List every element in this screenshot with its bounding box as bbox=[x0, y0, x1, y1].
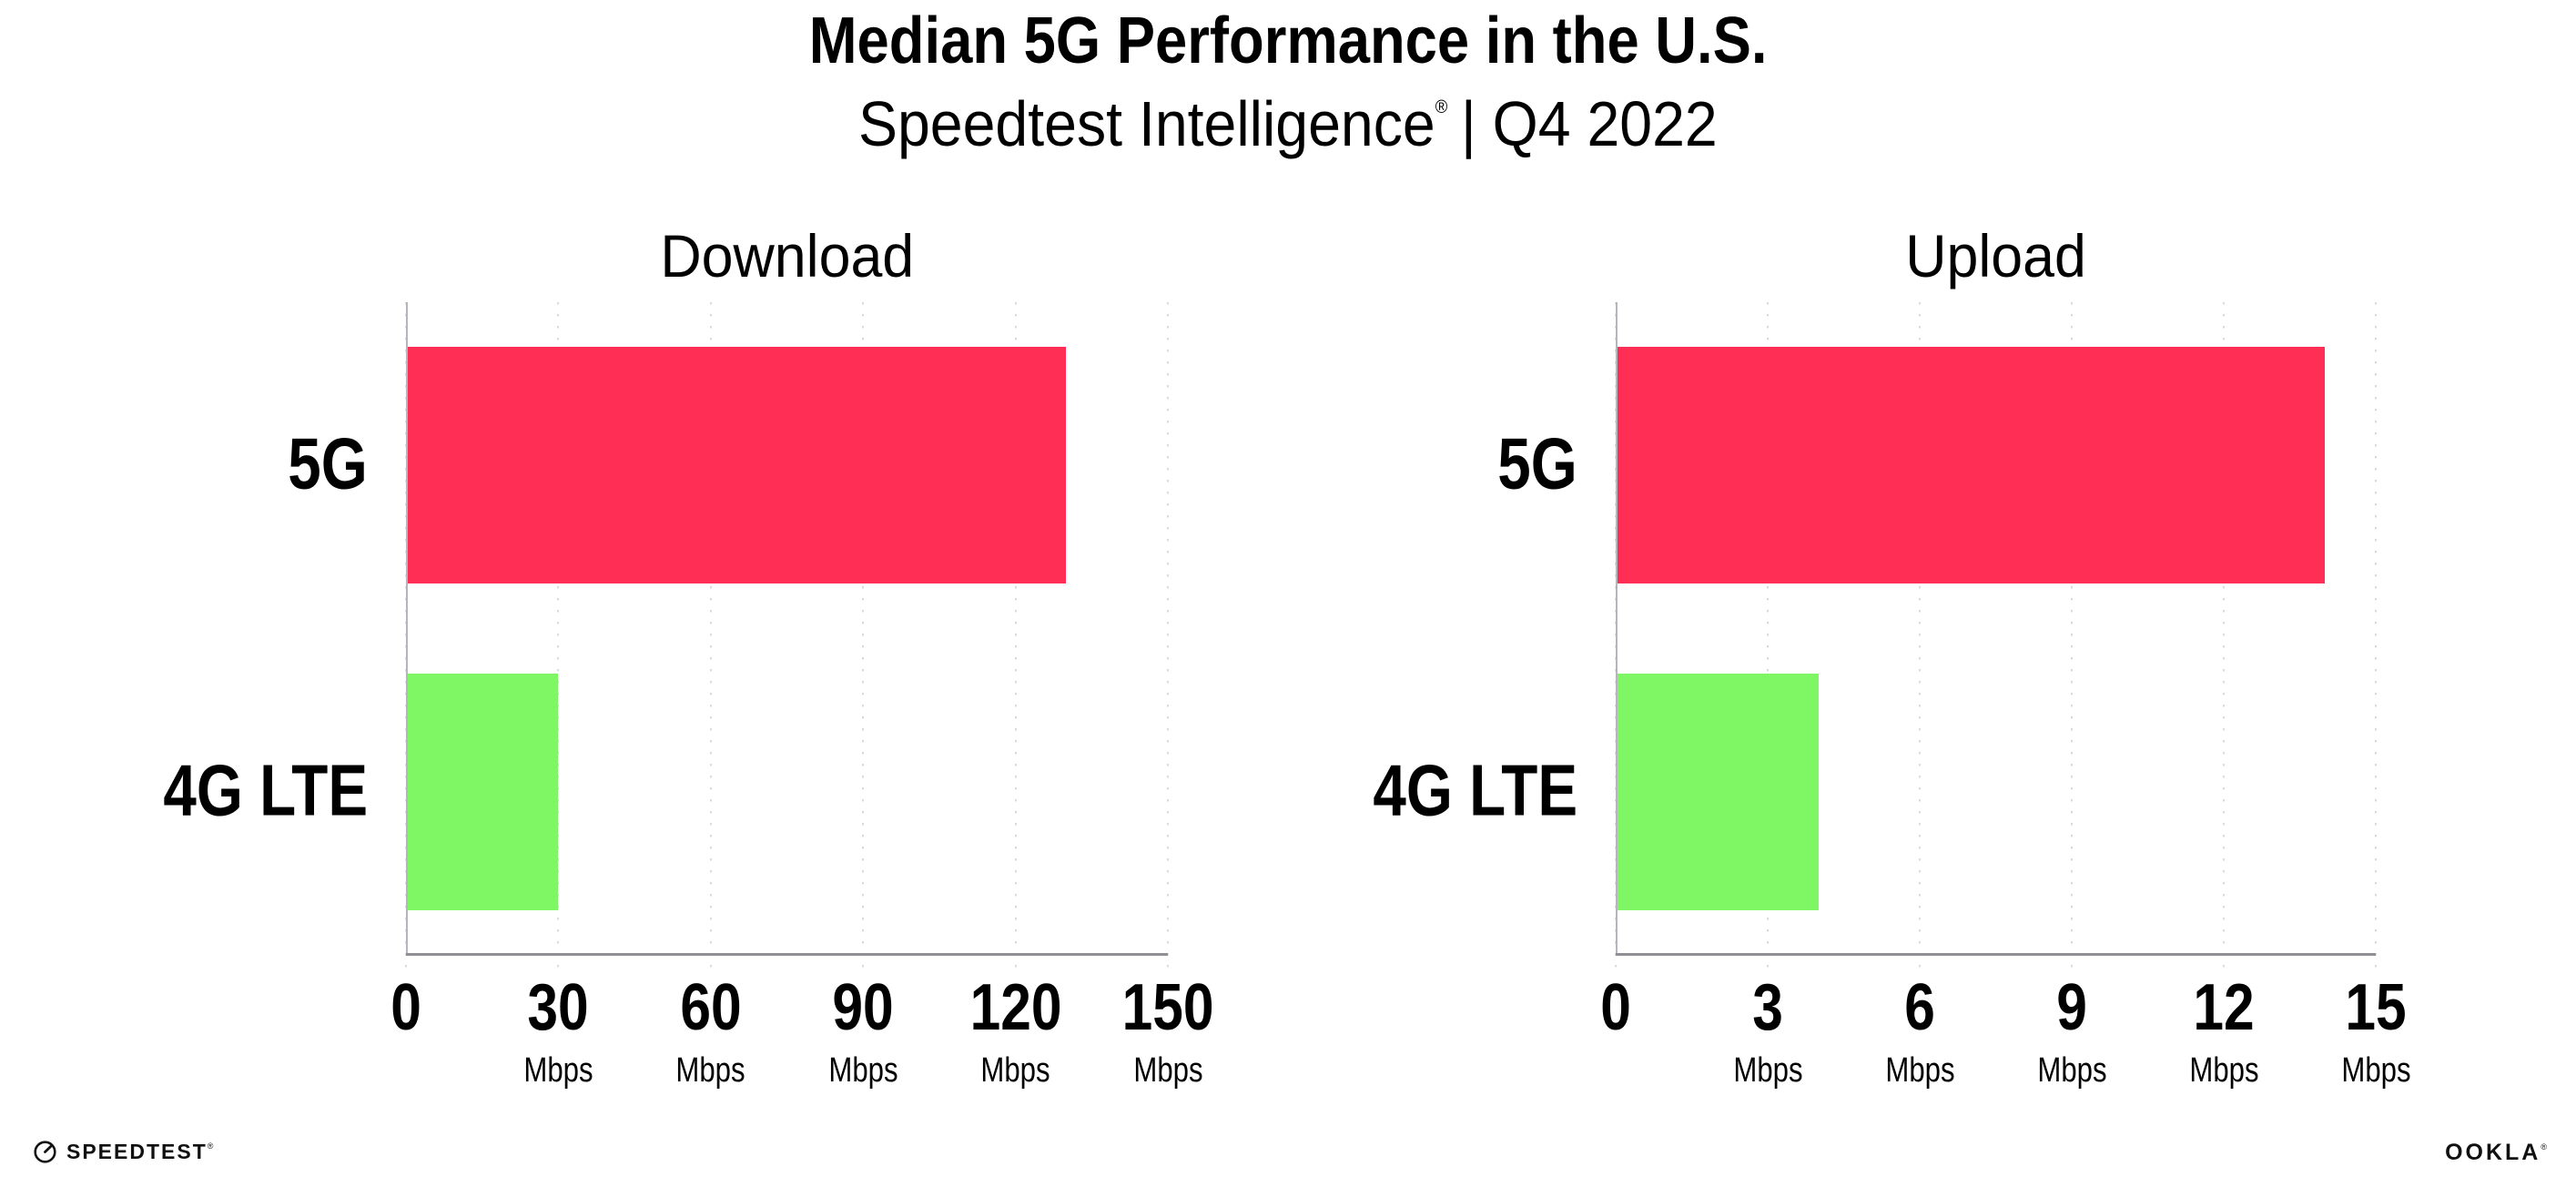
x-tick-unit: Mbps bbox=[1132, 1051, 1203, 1090]
x-tick-unit: Mbps bbox=[2340, 1051, 2411, 1090]
ookla-logo: OOKLA® bbox=[2445, 1141, 2547, 1164]
speedtest-logo: SPEEDTEST® bbox=[33, 1140, 213, 1164]
x-tick-value: 150 bbox=[1121, 971, 1214, 1044]
x-tick-value: 0 bbox=[390, 971, 421, 1044]
x-tick-unit: Mbps bbox=[1732, 1051, 1803, 1090]
gridline bbox=[2375, 302, 2377, 969]
gauge-icon bbox=[34, 1141, 56, 1163]
x-axis-line bbox=[1616, 953, 2376, 956]
x-tick-value: 30 bbox=[527, 971, 590, 1044]
category-label-4g-lte: 4G LTE bbox=[1373, 749, 1577, 831]
x-tick-value: 3 bbox=[1752, 971, 1783, 1044]
bar-5g bbox=[408, 347, 1067, 584]
download-chart: Download 5G 4G LTE 0 30 Mbps 60 Mbps 90 Mbps 120… bbox=[163, 226, 1213, 1088]
page-title-text: Median 5G Performance in the U.S. bbox=[808, 5, 1768, 77]
bar-4g-lte bbox=[1618, 673, 1819, 910]
x-tick-unit: Mbps bbox=[828, 1051, 898, 1090]
gridline bbox=[1919, 302, 1921, 969]
download-chart-title: Download bbox=[660, 222, 914, 289]
gridline bbox=[862, 302, 865, 969]
x-tick-value: 6 bbox=[1904, 971, 1935, 1044]
x-tick-value: 90 bbox=[832, 971, 894, 1044]
upload-plot-area bbox=[1615, 302, 2377, 969]
speedtest-wordmark: SPEEDTEST® bbox=[66, 1140, 214, 1163]
subtitle-brand: Speedtest Intelligence bbox=[858, 88, 1435, 159]
category-label-5g: 5G bbox=[1497, 422, 1577, 504]
download-plot-area bbox=[405, 302, 1169, 969]
category-label-5g: 5G bbox=[288, 422, 368, 504]
gridline bbox=[709, 302, 712, 969]
x-tick-value: 15 bbox=[2345, 971, 2407, 1044]
registered-mark: ® bbox=[207, 1141, 214, 1151]
x-tick-unit: Mbps bbox=[980, 1051, 1050, 1090]
x-tick-unit: Mbps bbox=[2036, 1051, 2107, 1090]
x-tick-value: 12 bbox=[2193, 971, 2255, 1044]
y-axis-line bbox=[1616, 302, 1618, 955]
registered-mark: ® bbox=[1435, 97, 1448, 117]
x-tick-value: 0 bbox=[1600, 971, 1631, 1044]
x-tick-unit: Mbps bbox=[1884, 1051, 1955, 1090]
y-axis-line bbox=[406, 302, 408, 955]
gridline bbox=[1014, 302, 1017, 969]
upload-chart: Upload 5G 4G LTE 0 3 Mbps 6 Mbps 9 Mbps 12 Mbps 15… bbox=[1373, 226, 2410, 1088]
page-title: Median 5G Performance in the U.S. bbox=[0, 5, 2576, 77]
gridline bbox=[557, 302, 560, 969]
x-tick-value: 60 bbox=[680, 971, 742, 1044]
gridline bbox=[1767, 302, 1769, 969]
gridline bbox=[2223, 302, 2225, 969]
category-label-4g-lte: 4G LTE bbox=[163, 749, 368, 831]
bar-4g-lte bbox=[408, 673, 559, 910]
upload-x-axis: 0 3 Mbps 6 Mbps 9 Mbps 12 Mbps 15 Mbps bbox=[1600, 971, 2410, 1139]
download-x-axis: 0 30 Mbps 60 Mbps 90 Mbps 120 Mbps 150 Mbps bbox=[390, 971, 1213, 1139]
bar-5g bbox=[1618, 347, 2326, 584]
x-tick-unit: Mbps bbox=[2188, 1051, 2259, 1090]
x-tick-value: 120 bbox=[969, 971, 1062, 1044]
x-axis-line bbox=[406, 953, 1168, 956]
subtitle-period: | Q4 2022 bbox=[1461, 88, 1718, 159]
upload-chart-title: Upload bbox=[1905, 222, 2086, 289]
gridline bbox=[1167, 302, 1169, 969]
ookla-wordmark: OOKLA® bbox=[2445, 1140, 2547, 1165]
x-tick-value: 9 bbox=[2056, 971, 2087, 1044]
x-tick-unit: Mbps bbox=[523, 1051, 593, 1090]
page-subtitle: Speedtest Intelligence® | Q4 2022 bbox=[0, 87, 2576, 161]
gridline bbox=[2071, 302, 2073, 969]
registered-mark: ® bbox=[2541, 1142, 2547, 1151]
x-tick-unit: Mbps bbox=[675, 1051, 745, 1090]
